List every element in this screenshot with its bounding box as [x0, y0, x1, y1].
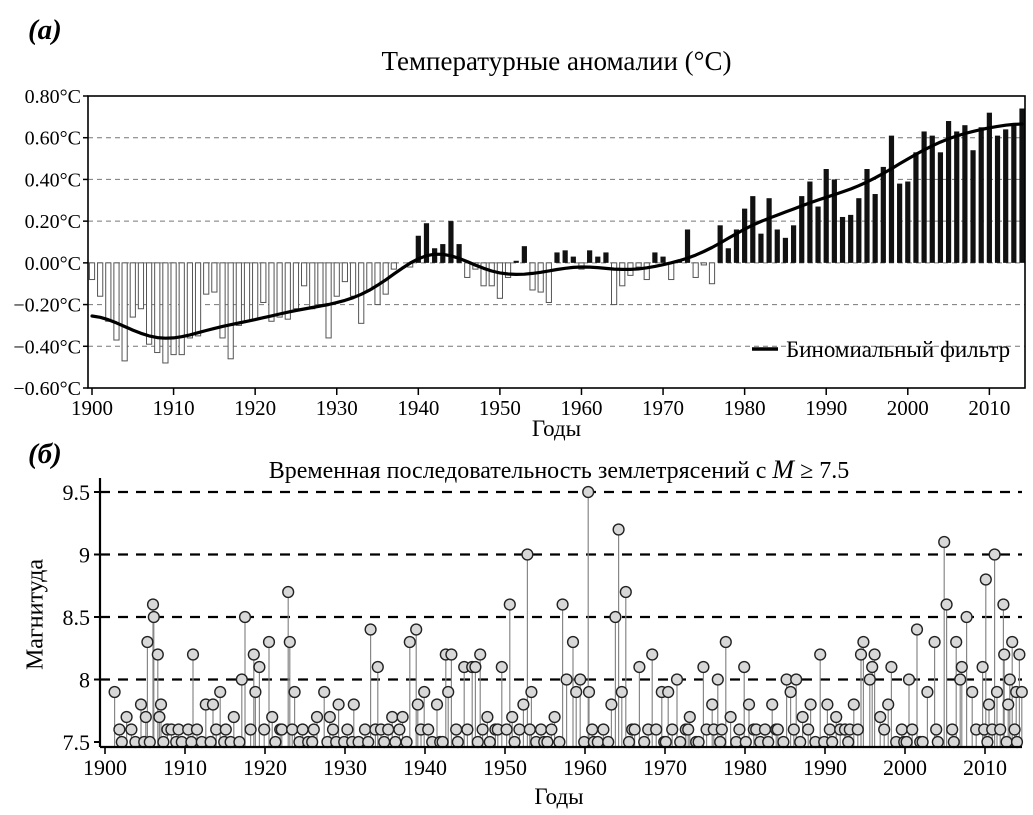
svg-text:1990: 1990 — [805, 396, 847, 420]
svg-text:1960: 1960 — [560, 396, 602, 420]
svg-text:9: 9 — [79, 543, 90, 568]
svg-text:2000: 2000 — [883, 755, 927, 780]
svg-text:−0.60°C: −0.60°C — [13, 378, 81, 400]
legend-label: Биномиальный фильтр — [786, 337, 1010, 362]
svg-text:0.80°C: 0.80°C — [25, 86, 81, 108]
svg-text:1930: 1930 — [316, 396, 358, 420]
svg-text:2000: 2000 — [887, 396, 929, 420]
svg-text:1980: 1980 — [724, 396, 766, 420]
svg-text:0.00°C: 0.00°C — [25, 253, 81, 275]
svg-text:0.20°C: 0.20°C — [25, 211, 81, 233]
temp-legend: Биномиальный фильтр — [752, 337, 1010, 362]
earthquake-title-suffix: ≥ 7.5 — [794, 458, 850, 484]
svg-text:1900: 1900 — [83, 755, 127, 780]
quake-y-tick-labels: 7.5 8 8.5 9 9.5 — [63, 480, 91, 755]
quake-axes — [98, 478, 1022, 749]
svg-text:0.60°C: 0.60°C — [25, 128, 81, 150]
svg-text:1920: 1920 — [243, 755, 287, 780]
svg-text:1910: 1910 — [163, 755, 207, 780]
panel-a-label: (а) — [28, 14, 62, 46]
earthquake-chart-title: Временная последовательность землетрясен… — [100, 455, 1018, 485]
svg-text:0.40°C: 0.40°C — [25, 169, 81, 191]
earthquake-y-axis-title: Магнитуда — [22, 558, 49, 671]
svg-text:9.5: 9.5 — [63, 480, 91, 505]
svg-text:1940: 1940 — [403, 755, 447, 780]
svg-text:2010: 2010 — [963, 755, 1007, 780]
svg-text:1920: 1920 — [234, 396, 276, 420]
panel-b-label: (б) — [28, 438, 62, 470]
temp-bars — [88, 108, 1025, 364]
earthquake-title-prefix: Временная последовательность землетрясен… — [268, 458, 773, 484]
svg-text:1970: 1970 — [642, 396, 684, 420]
svg-text:1910: 1910 — [153, 396, 195, 420]
temp-plot-border — [87, 95, 1026, 389]
temperature-chart-title: Температурные аномалии (°C) — [381, 46, 732, 76]
svg-text:8.5: 8.5 — [63, 605, 91, 630]
svg-text:−0.20°C: −0.20°C — [13, 295, 81, 317]
svg-text:1960: 1960 — [563, 755, 607, 780]
quake-x-axis: 1900 1910 1920 1930 1940 1950 1960 1970 1980 1990… — [83, 747, 1007, 780]
earthquake-title-magnitude-symbol: M — [772, 455, 795, 484]
svg-text:1990: 1990 — [803, 755, 847, 780]
earthquake-x-axis-title: Годы — [534, 784, 584, 809]
svg-text:7.5: 7.5 — [63, 730, 91, 755]
temperature-x-axis-title: Годы — [531, 416, 582, 441]
svg-text:1970: 1970 — [643, 755, 687, 780]
temp-y-tick-labels: 0.80°C 0.60°C 0.40°C 0.20°C 0.00°C −0.20°C −0.… — [13, 86, 81, 400]
svg-text:2010: 2010 — [968, 396, 1010, 420]
quake-markers — [108, 485, 1028, 749]
svg-text:−0.40°C: −0.40°C — [13, 336, 81, 358]
svg-text:1940: 1940 — [397, 396, 439, 420]
svg-text:8: 8 — [79, 668, 90, 693]
svg-text:1950: 1950 — [483, 755, 527, 780]
svg-text:1930: 1930 — [323, 755, 367, 780]
svg-text:1900: 1900 — [71, 396, 113, 420]
temp-smoothed-line — [90, 122, 1024, 340]
temp-x-axis: 1900 1910 1920 1930 1940 1950 1960 1970 1980 1990… — [71, 388, 1010, 420]
svg-text:1980: 1980 — [723, 755, 767, 780]
svg-text:1950: 1950 — [479, 396, 521, 420]
